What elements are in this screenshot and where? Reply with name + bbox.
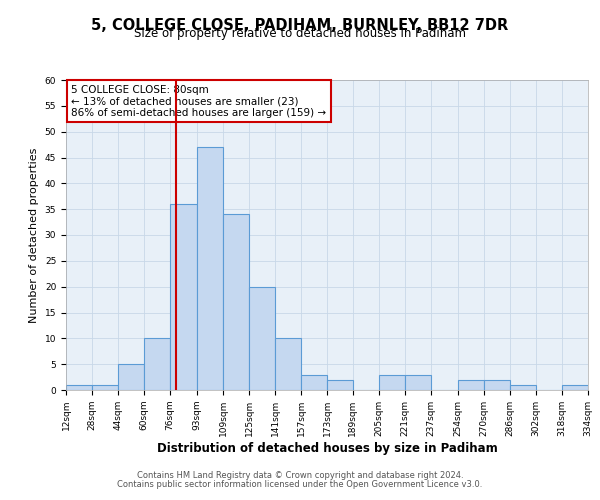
Bar bbox=[92, 385, 118, 390]
Bar bbox=[197, 147, 223, 390]
Bar bbox=[405, 374, 431, 390]
Text: Contains public sector information licensed under the Open Government Licence v3: Contains public sector information licen… bbox=[118, 480, 482, 489]
Bar bbox=[327, 380, 353, 390]
Text: 5 COLLEGE CLOSE: 80sqm
← 13% of detached houses are smaller (23)
86% of semi-det: 5 COLLEGE CLOSE: 80sqm ← 13% of detached… bbox=[71, 84, 326, 118]
Bar bbox=[249, 286, 275, 390]
Bar bbox=[170, 204, 197, 390]
Bar bbox=[510, 385, 536, 390]
Text: Size of property relative to detached houses in Padiham: Size of property relative to detached ho… bbox=[134, 28, 466, 40]
Bar bbox=[458, 380, 484, 390]
Text: Contains HM Land Registry data © Crown copyright and database right 2024.: Contains HM Land Registry data © Crown c… bbox=[137, 471, 463, 480]
Bar bbox=[223, 214, 249, 390]
Bar bbox=[118, 364, 144, 390]
Bar bbox=[275, 338, 301, 390]
Bar bbox=[301, 374, 327, 390]
Bar bbox=[562, 385, 588, 390]
Bar bbox=[144, 338, 170, 390]
Bar bbox=[484, 380, 510, 390]
Bar bbox=[66, 385, 92, 390]
Text: 5, COLLEGE CLOSE, PADIHAM, BURNLEY, BB12 7DR: 5, COLLEGE CLOSE, PADIHAM, BURNLEY, BB12… bbox=[91, 18, 509, 32]
Bar bbox=[379, 374, 405, 390]
X-axis label: Distribution of detached houses by size in Padiham: Distribution of detached houses by size … bbox=[157, 442, 497, 454]
Y-axis label: Number of detached properties: Number of detached properties bbox=[29, 148, 39, 322]
